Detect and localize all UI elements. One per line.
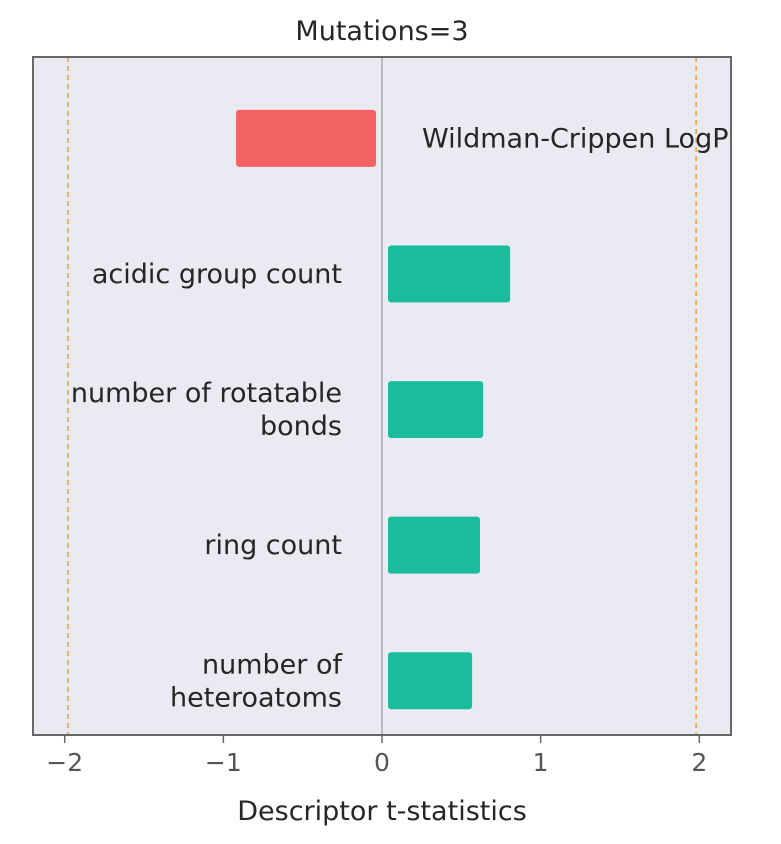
bar-label-3: ring count xyxy=(204,530,342,561)
x-tick-label-3: 1 xyxy=(533,748,549,777)
chart-title: Mutations=3 xyxy=(295,16,468,47)
x-tick-label-0: −2 xyxy=(46,748,83,777)
bar-label-4: number of heteroatoms xyxy=(170,649,343,713)
x-tick-label-1: −1 xyxy=(205,748,242,777)
bar-label-0: Wildman-Crippen LogP xyxy=(422,123,729,154)
bar-1 xyxy=(388,245,511,303)
bar-label-2: number of rotatable bonds xyxy=(71,378,342,442)
x-axis-label: Descriptor t-statistics xyxy=(237,796,527,827)
bar-label-1: acidic group count xyxy=(92,259,342,290)
x-tick-label-4: 2 xyxy=(691,748,707,777)
bar-2 xyxy=(388,381,484,439)
bar-4 xyxy=(388,652,473,710)
bar-0 xyxy=(236,109,376,167)
x-tick-label-2: 0 xyxy=(374,748,390,777)
bar-3 xyxy=(388,516,481,574)
